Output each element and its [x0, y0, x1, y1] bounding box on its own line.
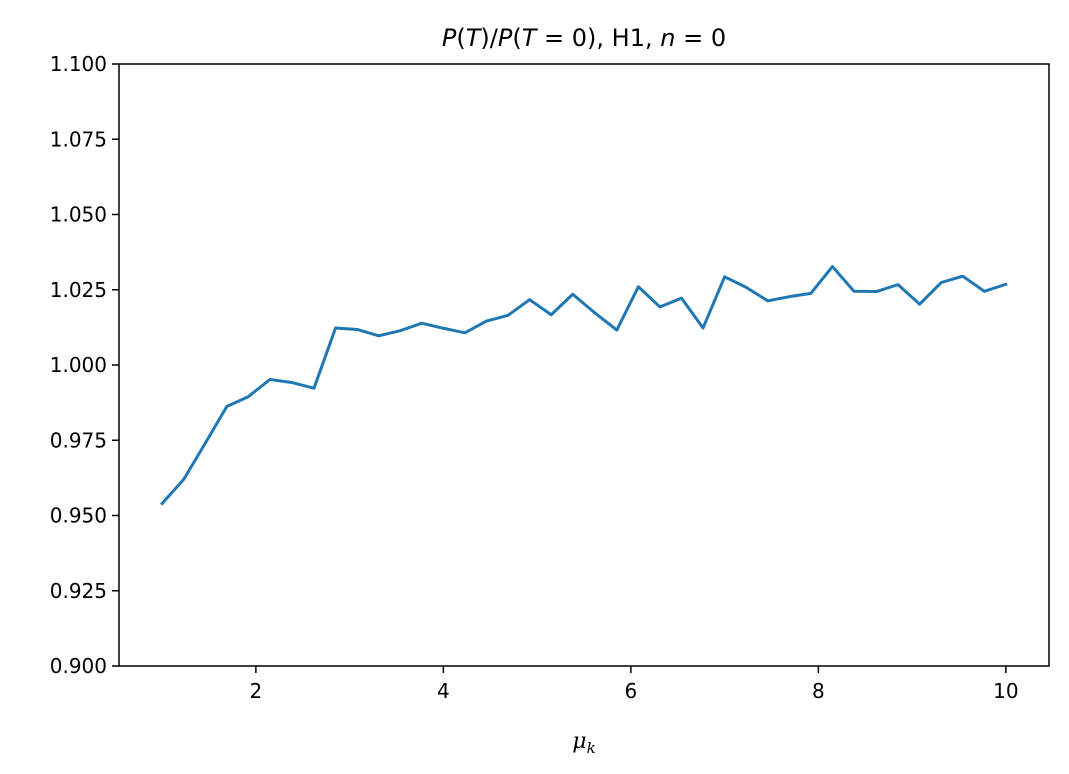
y-tick-label: 1.100	[50, 52, 107, 76]
y-tick-label: 0.925	[50, 579, 107, 603]
y-tick-label: 1.000	[50, 353, 107, 377]
y-axis: 0.900 0.925 0.950 0.975 1.000 1.025 1.050 1.075…	[50, 52, 119, 678]
y-tick-label: 0.950	[50, 504, 107, 528]
y-tick-label: 1.050	[50, 203, 107, 227]
x-tick-label: 6	[625, 679, 638, 703]
y-tick-label: 1.025	[50, 278, 107, 302]
y-tick-label: 1.075	[50, 127, 107, 151]
series-line-h1	[160, 265, 1008, 506]
x-tick-label: 8	[812, 679, 825, 703]
x-tick-label: 10	[993, 679, 1018, 703]
chart-title: P(T)/P(T = 0), H1, n = 0	[442, 24, 726, 52]
x-tick-label: 4	[437, 679, 450, 703]
y-tick-label: 0.975	[50, 428, 107, 452]
series-layer	[160, 265, 1008, 506]
x-axis: 2 4 6 8 10	[250, 666, 1019, 703]
plot-frame	[118, 63, 1050, 667]
x-axis-label: μk	[572, 729, 595, 757]
y-tick-label: 0.900	[50, 654, 107, 678]
x-tick-label: 2	[250, 679, 263, 703]
